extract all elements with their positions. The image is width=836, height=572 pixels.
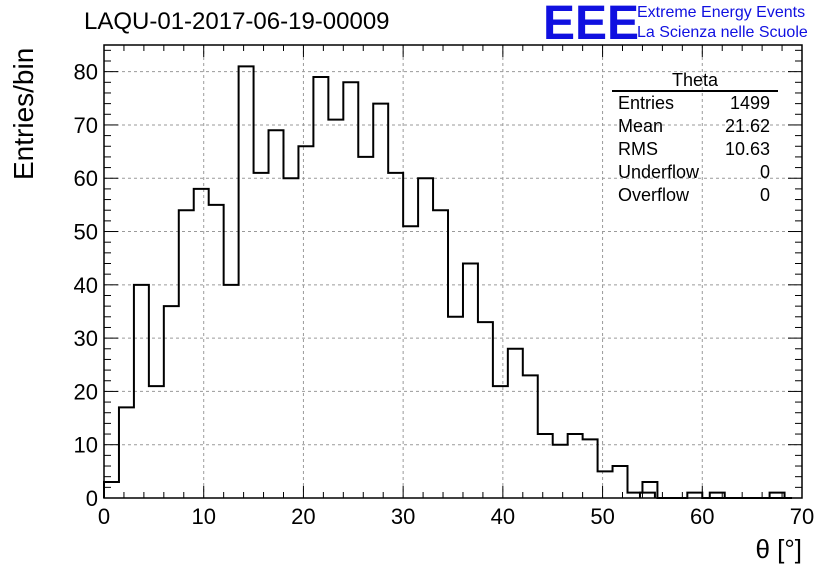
x-tick-label: 60 [690, 504, 714, 529]
histogram-bin-sparse [768, 491, 786, 498]
x-tick-label: 40 [491, 504, 515, 529]
histogram-bin [298, 146, 313, 498]
histogram-outline [103, 65, 793, 499]
histogram-bin [254, 173, 269, 498]
histogram-bin [493, 386, 508, 498]
histogram-bin [104, 482, 119, 498]
stats-row-underflow: Underflow 0 [612, 161, 778, 184]
histogram-bin [478, 322, 493, 498]
histogram-bin [463, 264, 478, 498]
histogram-bin [568, 434, 583, 498]
stats-row-mean: Mean 21.62 [612, 115, 778, 138]
histogram-bin [328, 120, 343, 498]
x-tick-label: 50 [590, 504, 614, 529]
y-tick-label: 0 [86, 486, 98, 511]
y-tick-label: 80 [74, 60, 98, 85]
chart-title: LAQU-01-2017-06-19-00009 [84, 8, 390, 35]
stats-box: Theta Entries 1499 Mean 21.62 RMS 10.63 Und… [612, 70, 778, 207]
histogram-bin [403, 226, 418, 498]
y-tick-label: 60 [74, 166, 98, 191]
stats-value: 21.62 [724, 116, 770, 136]
histogram-bin [119, 407, 134, 498]
x-tick-label: 10 [191, 504, 215, 529]
histogram-bin [508, 349, 523, 498]
x-tick-label: 30 [391, 504, 415, 529]
eee-logo: EEE [543, 0, 640, 50]
histogram-bin [583, 439, 598, 498]
histogram-bin [448, 317, 463, 498]
histogram-bin [269, 130, 284, 498]
histogram-bin [613, 466, 628, 498]
histogram-bin [209, 205, 224, 498]
x-tick-label: 0 [98, 504, 110, 529]
logo-line-1: Extreme Energy Events [637, 4, 806, 21]
histogram-bin [553, 445, 568, 498]
y-tick-label: 10 [74, 433, 98, 458]
stats-label: RMS [618, 139, 658, 159]
logo-line-2: La Scienza nelle Scuole [637, 24, 808, 41]
histogram-bin-sparse [708, 491, 726, 498]
plot-frame [103, 44, 803, 499]
x-tick-label: 20 [291, 504, 315, 529]
stats-row-rms: RMS 10.63 [612, 138, 778, 161]
stats-label: Underflow [618, 162, 700, 182]
stats-title: Theta [612, 70, 778, 92]
histogram-bin [523, 375, 538, 498]
y-tick-label: 30 [74, 326, 98, 351]
y-tick-label: 20 [74, 379, 98, 404]
y-axis-label: Entries/bin [8, 47, 39, 180]
histogram-bin [343, 82, 358, 498]
histogram-bin [538, 434, 553, 498]
x-axis-label: θ [°] [755, 534, 802, 564]
histogram-bin [149, 386, 164, 498]
stats-label: Overflow [618, 185, 690, 205]
histogram-bin [358, 157, 373, 498]
histogram-bin [194, 189, 209, 498]
stats-value: 0 [759, 162, 770, 182]
stats-row-overflow: Overflow 0 [612, 184, 778, 207]
histogram-bin [239, 66, 254, 498]
histogram-bin-sparse [638, 491, 656, 498]
y-tick-label: 40 [74, 273, 98, 298]
histogram-bin [598, 471, 613, 498]
stats-value: 10.63 [724, 139, 770, 159]
stats-label: Entries [618, 93, 675, 113]
histogram-bin [313, 77, 328, 498]
y-tick-label: 70 [74, 113, 98, 138]
histogram-bin [388, 173, 403, 498]
y-tick-label: 50 [74, 220, 98, 245]
stats-value: 1499 [729, 93, 770, 113]
x-tick-label: 70 [790, 504, 814, 529]
histogram-bin [433, 210, 448, 498]
histogram-bin [164, 306, 179, 498]
stats-value: 0 [759, 185, 770, 205]
stats-row-entries: Entries 1499 [612, 92, 778, 115]
histogram-bin [373, 104, 388, 498]
stats-label: Mean [618, 116, 664, 136]
histogram-bin [179, 210, 194, 498]
